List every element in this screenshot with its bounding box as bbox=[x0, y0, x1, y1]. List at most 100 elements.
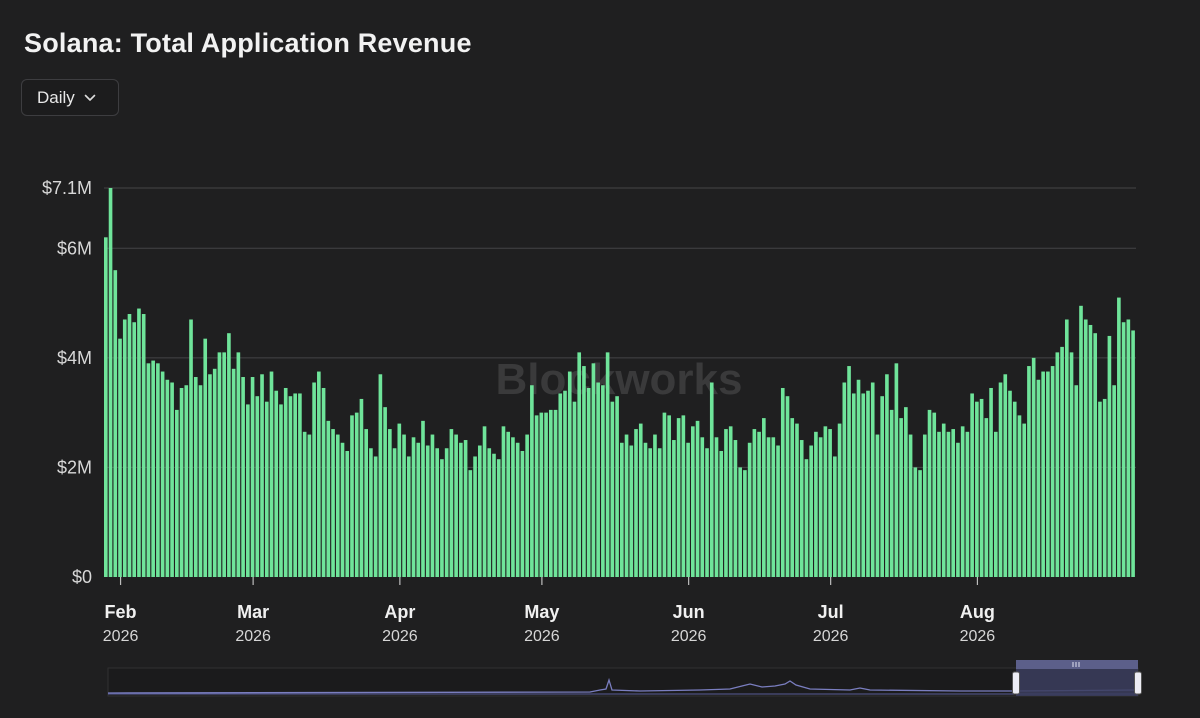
bar[interactable] bbox=[335, 434, 340, 577]
bar[interactable] bbox=[406, 456, 411, 577]
bar[interactable] bbox=[146, 363, 151, 577]
bar[interactable] bbox=[586, 387, 591, 577]
bar[interactable] bbox=[823, 426, 828, 577]
bar[interactable] bbox=[837, 423, 842, 577]
bar[interactable] bbox=[870, 382, 875, 578]
bar[interactable] bbox=[236, 352, 241, 577]
bar[interactable] bbox=[856, 379, 861, 577]
bar[interactable] bbox=[577, 352, 582, 577]
bar[interactable] bbox=[941, 423, 946, 577]
bar[interactable] bbox=[189, 319, 193, 577]
bar[interactable] bbox=[317, 371, 321, 577]
bar[interactable] bbox=[653, 434, 657, 577]
bar[interactable] bbox=[1074, 385, 1079, 577]
bar[interactable] bbox=[1017, 415, 1022, 577]
bar[interactable] bbox=[534, 415, 539, 577]
bar[interactable] bbox=[544, 412, 548, 577]
bar[interactable] bbox=[922, 434, 927, 577]
bar[interactable] bbox=[326, 420, 331, 577]
bar[interactable] bbox=[496, 459, 501, 577]
navigator-handle[interactable] bbox=[1134, 671, 1142, 695]
bar[interactable] bbox=[302, 431, 307, 577]
bar[interactable] bbox=[364, 429, 368, 577]
bar[interactable] bbox=[298, 393, 302, 577]
bar[interactable] bbox=[842, 382, 847, 578]
bar[interactable] bbox=[217, 352, 222, 577]
bar[interactable] bbox=[776, 445, 780, 577]
bar[interactable] bbox=[132, 322, 137, 577]
bar[interactable] bbox=[1117, 297, 1121, 577]
bar[interactable] bbox=[946, 431, 951, 577]
bar[interactable] bbox=[1022, 423, 1027, 577]
bar[interactable] bbox=[951, 429, 956, 577]
bar[interactable] bbox=[965, 431, 970, 577]
bar[interactable] bbox=[728, 426, 733, 577]
bar[interactable] bbox=[1131, 330, 1135, 577]
bar[interactable] bbox=[975, 401, 979, 577]
bar[interactable] bbox=[743, 470, 747, 577]
bar[interactable] bbox=[444, 448, 449, 577]
bar[interactable] bbox=[908, 434, 913, 577]
bar[interactable] bbox=[463, 440, 468, 577]
bar[interactable] bbox=[179, 387, 184, 577]
bar[interactable] bbox=[615, 396, 619, 577]
bar[interactable] bbox=[274, 390, 279, 577]
bar[interactable] bbox=[156, 363, 160, 577]
bar[interactable] bbox=[288, 396, 293, 577]
bar[interactable] bbox=[388, 429, 392, 577]
bar[interactable] bbox=[709, 382, 714, 578]
bar[interactable] bbox=[435, 448, 440, 577]
range-navigator[interactable] bbox=[107, 660, 1142, 697]
bar[interactable] bbox=[345, 450, 350, 577]
bar[interactable] bbox=[643, 442, 648, 577]
bar[interactable] bbox=[993, 431, 998, 577]
bar[interactable] bbox=[321, 387, 326, 577]
bar[interactable] bbox=[127, 314, 132, 577]
bar[interactable] bbox=[1012, 401, 1017, 577]
bar[interactable] bbox=[151, 360, 155, 577]
bar[interactable] bbox=[160, 371, 165, 577]
bar[interactable] bbox=[757, 431, 761, 577]
bar[interactable] bbox=[397, 423, 402, 577]
bar[interactable] bbox=[1036, 379, 1041, 577]
bar[interactable] bbox=[525, 434, 529, 577]
bar[interactable] bbox=[312, 382, 316, 578]
bar[interactable] bbox=[672, 440, 676, 577]
bar[interactable] bbox=[629, 445, 634, 577]
bar[interactable] bbox=[899, 418, 903, 577]
bar[interactable] bbox=[430, 434, 435, 577]
bar[interactable] bbox=[1093, 333, 1098, 577]
bar[interactable] bbox=[511, 437, 515, 577]
bar[interactable] bbox=[1126, 319, 1131, 577]
bar[interactable] bbox=[459, 442, 463, 577]
bar[interactable] bbox=[553, 409, 558, 577]
bar[interactable] bbox=[283, 387, 288, 577]
bar[interactable] bbox=[918, 470, 922, 577]
bar[interactable] bbox=[1112, 385, 1116, 577]
bar[interactable] bbox=[212, 368, 217, 577]
bar[interactable] bbox=[378, 374, 383, 577]
bar[interactable] bbox=[719, 450, 724, 577]
bar[interactable] bbox=[392, 448, 397, 577]
navigator-scrollbar[interactable] bbox=[1016, 660, 1138, 669]
bar[interactable] bbox=[170, 382, 174, 578]
bar[interactable] bbox=[937, 431, 941, 577]
bar[interactable] bbox=[913, 467, 918, 577]
bar[interactable] bbox=[927, 409, 932, 577]
bar[interactable] bbox=[175, 409, 179, 577]
bar[interactable] bbox=[340, 442, 345, 577]
bar[interactable] bbox=[960, 426, 965, 577]
bar[interactable] bbox=[165, 379, 170, 577]
bar[interactable] bbox=[956, 442, 960, 577]
bar[interactable] bbox=[193, 377, 198, 577]
bar[interactable] bbox=[515, 442, 520, 577]
bar[interactable] bbox=[1055, 352, 1060, 577]
bar[interactable] bbox=[487, 448, 492, 577]
bar[interactable] bbox=[667, 415, 671, 577]
bar[interactable] bbox=[1008, 390, 1012, 577]
bar[interactable] bbox=[558, 393, 563, 577]
bar[interactable] bbox=[421, 420, 425, 577]
bar[interactable] bbox=[785, 396, 790, 577]
bar[interactable] bbox=[795, 423, 799, 577]
bar[interactable] bbox=[530, 385, 534, 577]
